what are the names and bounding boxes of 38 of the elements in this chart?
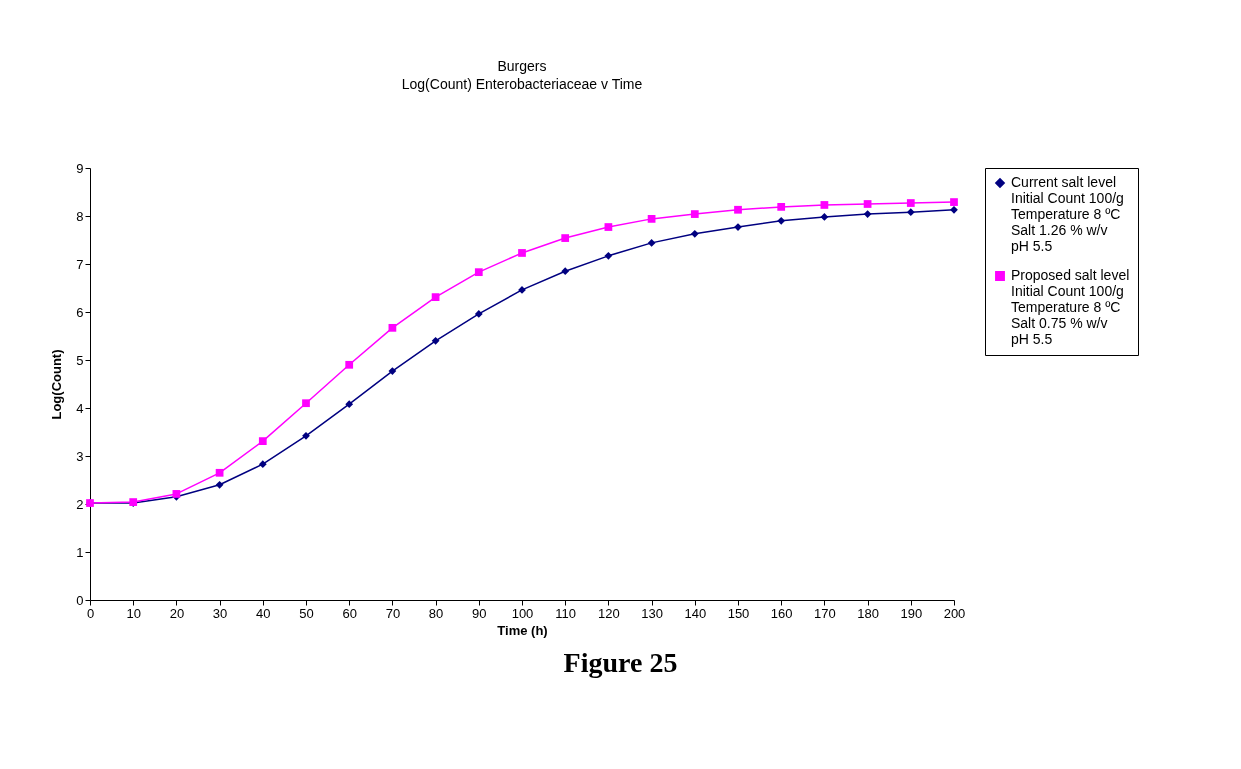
y-tick-label: 2 — [76, 496, 84, 512]
legend-label: Proposed salt level Initial Count 100/g Temperature 8 ºC Salt 0.75 % w/v pH 5.5 — [1011, 267, 1130, 347]
y-tick-label: 4 — [76, 400, 84, 416]
x-axis-title: Time (h) — [497, 622, 548, 638]
x-tick-label: 20 — [169, 605, 185, 621]
x-tick-label: 80 — [428, 605, 444, 621]
y-tick-label: 6 — [76, 304, 84, 320]
x-tick-label: 130 — [641, 605, 663, 621]
x-tick-label: 170 — [814, 605, 836, 621]
x-tick-label: 150 — [727, 605, 750, 621]
x-tick-label: 40 — [256, 605, 271, 621]
x-tick-label: 10 — [126, 605, 141, 621]
x-tick-label: 180 — [857, 605, 879, 621]
x-tick-label: 110 — [555, 605, 577, 621]
x-tick-label: 60 — [342, 605, 357, 621]
chart-title: Burgers — [497, 58, 547, 74]
y-tick-label: 8 — [76, 208, 84, 224]
legend-label: Current salt level Initial Count 100/g Temperature 8 ºC Salt 1.26 % w/v pH 5.5 — [1011, 174, 1124, 254]
y-tick-label: 3 — [76, 448, 84, 464]
x-tick-label: 50 — [299, 605, 314, 621]
caption: Figure 25 — [562, 647, 679, 679]
y-tick-label: 9 — [76, 160, 84, 176]
x-tick-label: 70 — [385, 605, 401, 621]
x-tick-label: 200 — [943, 605, 966, 621]
x-tick-label: 30 — [212, 605, 228, 621]
y-tick-label: 5 — [76, 352, 84, 368]
y-axis-title: Log(Count) — [49, 349, 65, 420]
chart-subtitle: Log(Count) Enterobacteriaceae v Time — [401, 76, 643, 92]
y-tick-label: 7 — [76, 256, 84, 272]
x-tick-label: 120 — [598, 605, 620, 621]
y-tick-label: 1 — [76, 544, 84, 560]
x-tick-label: 160 — [770, 605, 793, 621]
x-tick-label: 0 — [86, 605, 95, 621]
x-tick-label: 90 — [472, 605, 487, 621]
x-tick-label: 190 — [900, 605, 923, 621]
x-tick-label: 140 — [684, 605, 707, 621]
x-tick-label: 100 — [511, 605, 534, 621]
y-tick-label: 0 — [76, 592, 84, 608]
